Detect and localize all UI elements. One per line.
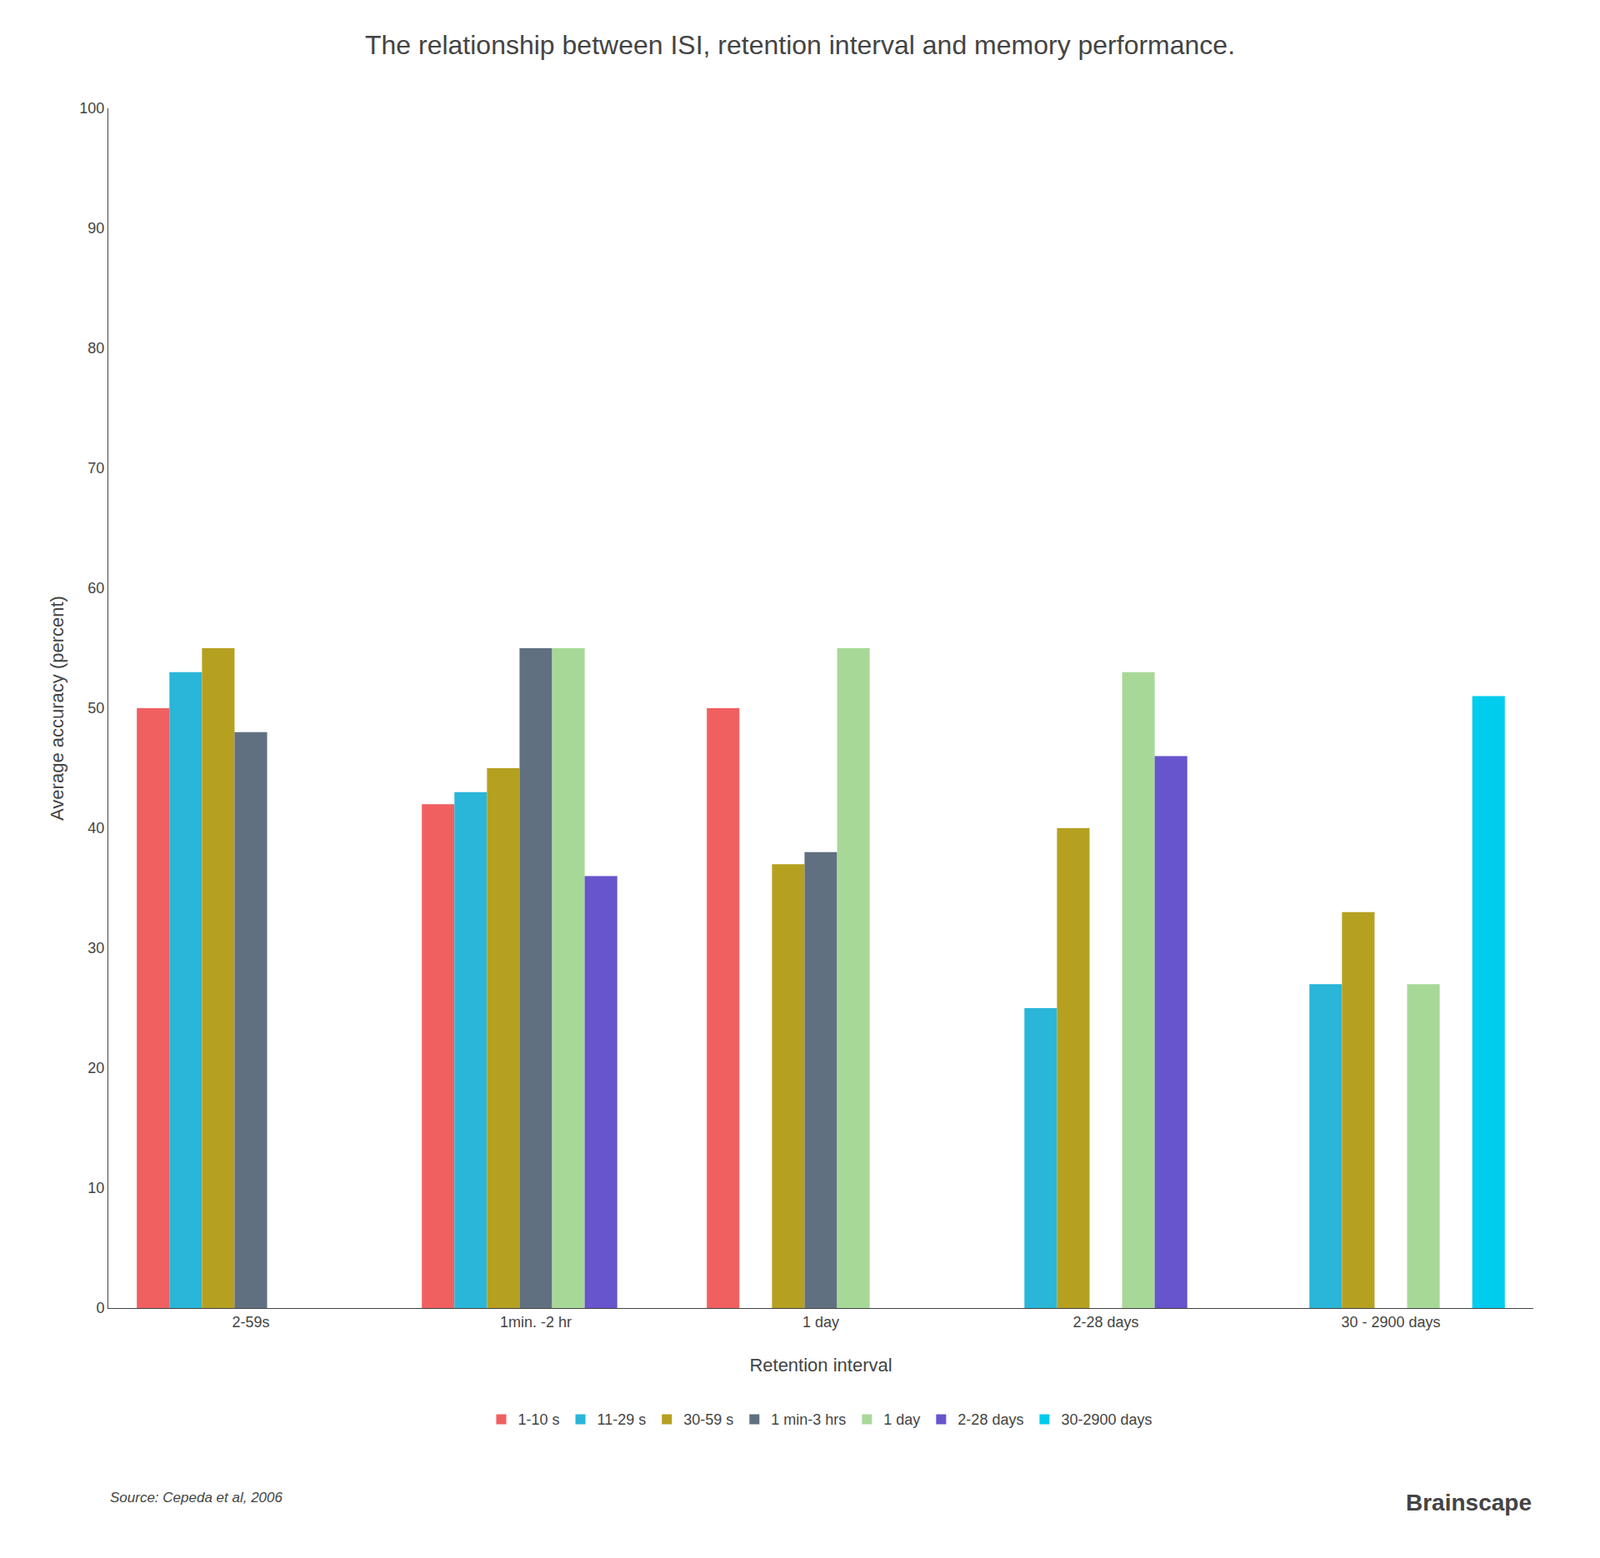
svg-text:70: 70 — [87, 460, 105, 477]
svg-text:11-29 s: 11-29 s — [597, 1411, 647, 1429]
svg-text:The relationship between ISI,: The relationship between ISI, retention … — [365, 30, 1235, 60]
svg-text:Average accuracy (percent): Average accuracy (percent) — [46, 595, 68, 821]
svg-text:50: 50 — [87, 700, 105, 717]
svg-text:10: 10 — [87, 1180, 105, 1197]
svg-text:1 day: 1 day — [883, 1411, 920, 1429]
svg-text:0: 0 — [95, 1300, 105, 1317]
svg-text:20: 20 — [87, 1060, 105, 1077]
svg-text:Retention interval: Retention interval — [749, 1355, 892, 1376]
svg-text:60: 60 — [87, 580, 105, 597]
svg-text:2-28 days: 2-28 days — [957, 1411, 1024, 1429]
svg-text:2-28 days: 2-28 days — [1072, 1314, 1139, 1331]
svg-text:Brainscape: Brainscape — [1405, 1490, 1532, 1516]
svg-text:30: 30 — [87, 940, 105, 957]
svg-text:1min. -2 hr: 1min. -2 hr — [500, 1314, 572, 1331]
svg-text:100: 100 — [79, 100, 105, 117]
svg-text:80: 80 — [87, 340, 105, 357]
svg-text:30 - 2900 days: 30 - 2900 days — [1340, 1314, 1440, 1331]
svg-text:Source: Cepeda et al, 2006: Source: Cepeda et al, 2006 — [110, 1490, 284, 1506]
svg-text:1-10 s: 1-10 s — [518, 1411, 560, 1429]
svg-text:2-59s: 2-59s — [231, 1314, 270, 1331]
svg-text:30-59 s: 30-59 s — [683, 1411, 734, 1429]
svg-text:1 day: 1 day — [802, 1314, 840, 1331]
svg-text:30-2900 days: 30-2900 days — [1060, 1411, 1152, 1429]
svg-text:40: 40 — [87, 820, 105, 837]
svg-text:90: 90 — [87, 220, 105, 237]
svg-text:1 min-3 hrs: 1 min-3 hrs — [770, 1411, 846, 1429]
